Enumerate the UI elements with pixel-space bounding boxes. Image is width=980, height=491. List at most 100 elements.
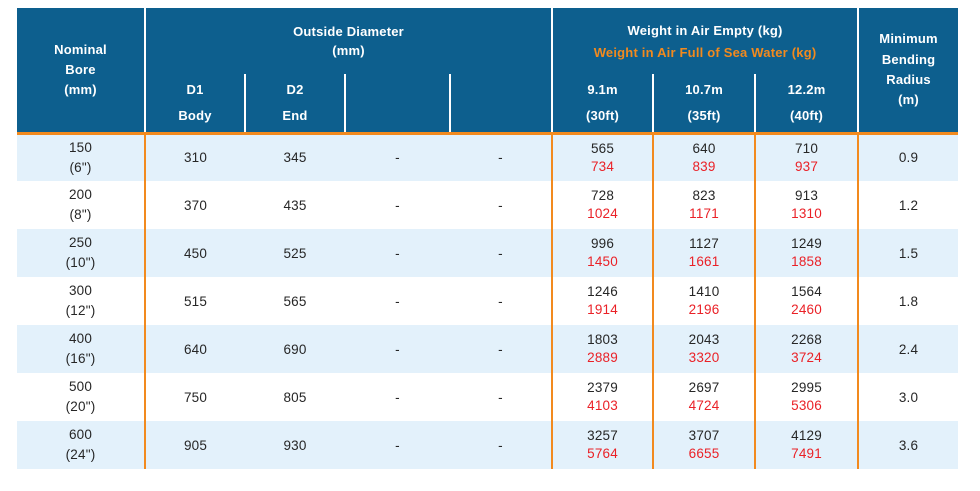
cell-weight-10-7m: 3707 6655 [653,421,757,469]
cell-weight-10-7m: 1127 1661 [653,229,757,277]
weight-full-value: 1661 [688,254,720,269]
cell-od-extra-1: - [345,325,450,373]
cell-od-extra-2: - [450,421,553,469]
outside-diameter-title: Outside Diameter [293,23,404,39]
weight-full-value: 734 [590,158,615,174]
weight-empty-value: 3707 [688,428,720,444]
cell-d1: 640 [145,325,245,373]
weight-empty-value: 1246 [587,284,618,300]
weight-full-value: 1024 [587,206,618,221]
cell-od-extra-2: - [450,229,553,277]
weight-empty-value: 913 [794,188,819,204]
table-row: 600 (24") 905 930- -3257 5764 3707 6655 4129 749… [17,421,959,469]
cell-weight-9-1m: 1246 1914 [551,277,655,325]
header-sub-row: D1 Body D2 End 9.1m (30ft) [17,74,958,135]
weight-empty-value: 728 [590,188,615,204]
cell-d1: 905 [145,421,245,469]
cell-min-bending-radius: 1.8 [898,293,919,309]
cell-od-extra-1: - [345,421,450,469]
weight-empty-value: 2043 [688,332,720,348]
weight-empty-value: 4129 [791,428,822,444]
weight-empty-value: 1564 [791,284,822,300]
weight-empty-value: 996 [590,236,615,252]
weight-empty-value: 1410 [688,284,720,300]
col-header-nominal-bore: Nominal Bore (mm) [17,8,146,135]
table-row: 400 (16") 640 690- -1803 2889 2043 3320 2268 372… [17,325,959,373]
weight-full-value: 2460 [791,302,822,317]
cell-weight-10-7m: 640 839 [653,133,757,181]
cell-od-extra-1: - [345,133,450,181]
weight-empty-value: 2379 [587,380,618,396]
cell-d2: 345 [245,133,345,181]
table-row: 200 (8") 370 435 - - 728 1024 823 1171 913 1310 1.2 [17,181,958,229]
table-body: 150 (6") 310 345- -565 734 640 839 710 937 0.9 200… [17,133,959,469]
cell-weight-12-2m: 913 1310 [755,181,860,229]
cell-d1: 310 [145,133,245,181]
weight-empty-value: 640 [692,141,716,157]
weight-empty-value: 2697 [688,380,720,396]
weight-full-value: 1914 [587,302,618,317]
col-header-min-bending-radius: Minimum Bending Radius (m) [858,8,959,135]
col-group-weight: Weight in Air Empty (kg) Weight in Air F… [552,8,860,74]
cell-d2: 690 [245,325,345,373]
weight-full-value: 4103 [587,398,618,413]
cell-weight-12-2m: 2268 3724 [755,325,860,373]
cell-d2: 805 [283,389,307,405]
weight-full-value: 839 [692,158,716,174]
weight-empty-value: 565 [590,141,615,157]
cell-d2: 565 [283,293,307,309]
cell-d1: 750 [183,389,208,405]
cell-weight-9-1m: 1803 2889 [551,325,655,373]
weight-empty-value: 710 [794,141,819,157]
pipe-spec-table: Nominal Bore (mm) Outside Diameter (mm) … [17,8,959,469]
header-group-row: Nominal Bore (mm) Outside Diameter (mm) … [17,8,959,135]
cell-od-extra-1: - [395,197,400,213]
cell-weight-9-1m: 565 734 [551,133,655,181]
weight-empty-value: 1249 [791,236,822,252]
cell-nominal-bore: 400 (16") [17,325,146,373]
cell-od-extra-1: - [395,293,400,309]
cell-nominal-bore: 600 (24") [17,421,146,469]
weight-empty-value: 823 [692,188,716,204]
weight-full-value: 1858 [791,254,822,269]
weight-full-value: 1310 [791,206,822,221]
cell-d1: 370 [183,197,208,213]
weight-empty-value: 1803 [587,332,618,348]
cell-od-extra-2: - [450,133,553,181]
weight-empty-value: 2995 [791,380,822,396]
cell-d2: 930 [245,421,345,469]
cell-od-extra-2: - [498,389,503,405]
cell-min-bending-radius: 0.9 [858,133,959,181]
weight-empty-title: Weight in Air Empty (kg) [627,22,783,38]
weight-full-title: Weight in Air Full of Sea Water (kg) [593,44,817,60]
cell-weight-12-2m: 710 937 [755,133,860,181]
cell-weight-9-1m: 2379 4103 [551,373,655,421]
col-header-length-12-2m: 12.2m (40ft) [755,74,860,135]
cell-nominal-bore: 150 (6") [17,133,146,181]
cell-od-extra-2: - [498,293,503,309]
cell-nominal-bore: 200 (8") [17,181,146,229]
weight-full-value: 5306 [791,398,822,413]
col-header-d2: D2 End [245,74,346,135]
outside-diameter-unit: (mm) [332,43,365,58]
cell-od-extra-1: - [395,389,400,405]
col-header-od-extra-2 [450,74,554,135]
cell-d2: 435 [283,197,307,213]
cell-od-extra-1: - [345,229,450,277]
cell-min-bending-radius: 1.5 [858,229,959,277]
cell-weight-12-2m: 2995 5306 [755,373,860,421]
cell-weight-10-7m: 1410 2196 [653,277,757,325]
col-group-outside-diameter: Outside Diameter (mm) [145,8,554,74]
cell-weight-10-7m: 2043 3320 [653,325,757,373]
cell-weight-9-1m: 996 1450 [551,229,655,277]
weight-full-value: 5764 [587,446,618,461]
weight-full-value: 7491 [791,446,822,461]
weight-full-value: 4724 [688,398,720,413]
weight-full-value: 2889 [587,350,618,365]
cell-weight-10-7m: 823 1171 [653,181,757,229]
cell-weight-12-2m: 1249 1858 [755,229,860,277]
cell-weight-9-1m: 3257 5764 [551,421,655,469]
cell-d1: 515 [183,293,208,309]
cell-min-bending-radius: 3.0 [898,389,919,405]
weight-empty-value: 2268 [791,332,822,348]
